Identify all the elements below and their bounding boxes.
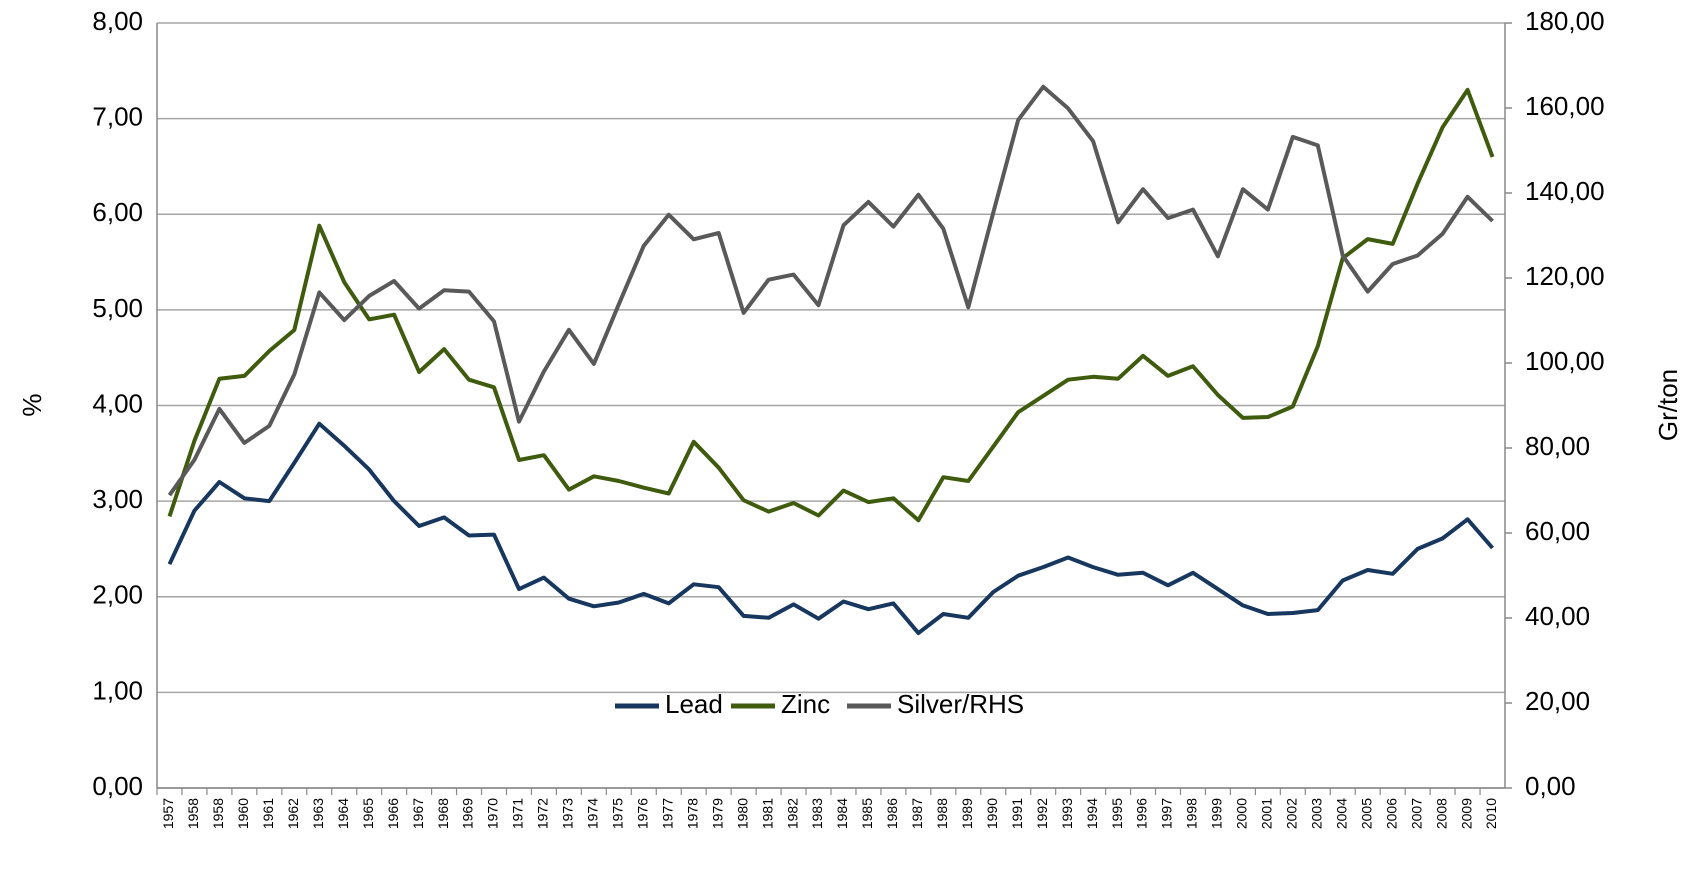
x-tick-label: 2001 — [1259, 798, 1275, 829]
x-tick-label: 1970 — [485, 798, 501, 829]
y2-tick-label: 180,00 — [1525, 6, 1605, 36]
x-tick-label: 1957 — [160, 798, 176, 829]
series-line — [167, 87, 1495, 523]
x-tick-label: 1961 — [260, 798, 276, 829]
series-line — [167, 84, 1494, 497]
x-tick-label: 2003 — [1308, 798, 1324, 829]
y2-tick-label: 100,00 — [1525, 346, 1605, 376]
y2-tick-label: 160,00 — [1525, 91, 1605, 121]
legend: Lead Zinc Silver/RHS — [615, 689, 1024, 719]
x-tick-label: 1976 — [634, 798, 650, 829]
y-tick-label: 4,00 — [92, 388, 143, 418]
x-tick-label: 1987 — [909, 798, 925, 829]
legend-label: Lead — [665, 689, 723, 719]
y-axis-title: % — [17, 393, 47, 416]
x-tick-label: 1986 — [884, 798, 900, 829]
x-tick-label: 1997 — [1159, 798, 1175, 829]
x-tick-label: 1968 — [435, 798, 451, 829]
x-tick-label: 1991 — [1009, 798, 1025, 829]
y-tick-label: 8,00 — [92, 6, 143, 36]
y-tick-label: 7,00 — [92, 102, 143, 132]
x-tick-label: 1965 — [360, 798, 376, 829]
y-tick-label: 0,00 — [92, 771, 143, 801]
x-tick-label: 1963 — [310, 798, 326, 829]
x-tick-label: 1966 — [385, 798, 401, 829]
x-tick-label: 2005 — [1358, 798, 1374, 829]
y-tick-label: 6,00 — [92, 197, 143, 227]
x-tick-label: 1979 — [709, 798, 725, 829]
series-line — [167, 421, 1495, 636]
x-tick-label: 1993 — [1059, 798, 1075, 829]
x-tick-label: 1990 — [984, 798, 1000, 829]
x-tick-label: 1984 — [834, 798, 850, 829]
x-tick-label: 2008 — [1433, 798, 1449, 829]
y2-tick-label: 80,00 — [1525, 431, 1590, 461]
x-tick-label: 1989 — [959, 798, 975, 829]
x-tick-label: 1975 — [610, 798, 626, 829]
x-tick-label: 2000 — [1234, 798, 1250, 829]
y2-tick-label: 20,00 — [1525, 686, 1590, 716]
y-tick-label: 1,00 — [92, 675, 143, 705]
x-tick-label: 1999 — [1209, 798, 1225, 829]
y-tick-label: 2,00 — [92, 580, 143, 610]
y-tick-label: 3,00 — [92, 484, 143, 514]
x-tick-label: 2007 — [1408, 798, 1424, 829]
y2-tick-label: 40,00 — [1525, 601, 1590, 631]
y2-axis-title: Gr/ton — [1653, 369, 1683, 441]
x-tick-label: 1971 — [510, 798, 526, 829]
x-tick-label: 1981 — [759, 798, 775, 829]
y2-tick-label: 120,00 — [1525, 261, 1605, 291]
x-tick-label: 1988 — [934, 798, 950, 829]
x-tick-label: 1992 — [1034, 798, 1050, 829]
y-tick-label: 5,00 — [92, 293, 143, 323]
y2-tick-label: 140,00 — [1525, 176, 1605, 206]
x-tick-label: 1996 — [1134, 798, 1150, 829]
x-tick-label: 1960 — [235, 798, 251, 829]
x-tick-label: 1969 — [460, 798, 476, 829]
x-tick-label: 1973 — [560, 798, 576, 829]
x-tick-label: 1974 — [585, 798, 601, 829]
y2-tick-label: 60,00 — [1525, 516, 1590, 546]
x-tick-label: 1958 — [210, 798, 226, 829]
x-tick-label: 2009 — [1458, 798, 1474, 829]
x-tick-label: 1964 — [335, 798, 351, 829]
x-tick-label: 2002 — [1284, 798, 1300, 829]
x-tick-label: 1972 — [535, 798, 551, 829]
x-tick-label: 1982 — [784, 798, 800, 829]
x-tick-label: 1980 — [734, 798, 750, 829]
x-tick-label: 1994 — [1084, 798, 1100, 829]
x-tick-label: 2010 — [1483, 798, 1499, 829]
x-tick-label: 1967 — [410, 798, 426, 829]
x-tick-label: 1977 — [659, 798, 675, 829]
x-tick-label: 1978 — [684, 798, 700, 829]
x-tick-label: 1995 — [1109, 798, 1125, 829]
y2-tick-label: 0,00 — [1525, 771, 1576, 801]
x-tick-label: 1998 — [1184, 798, 1200, 829]
x-tick-label: 2006 — [1383, 798, 1399, 829]
x-tick-label: 1983 — [809, 798, 825, 829]
legend-label: Silver/RHS — [897, 689, 1024, 719]
x-tick-label: 1958 — [185, 798, 201, 829]
legend-label: Zinc — [781, 689, 830, 719]
x-tick-label: 2004 — [1333, 798, 1349, 829]
x-tick-label: 1985 — [859, 798, 875, 829]
x-tick-label: 1962 — [285, 798, 301, 829]
